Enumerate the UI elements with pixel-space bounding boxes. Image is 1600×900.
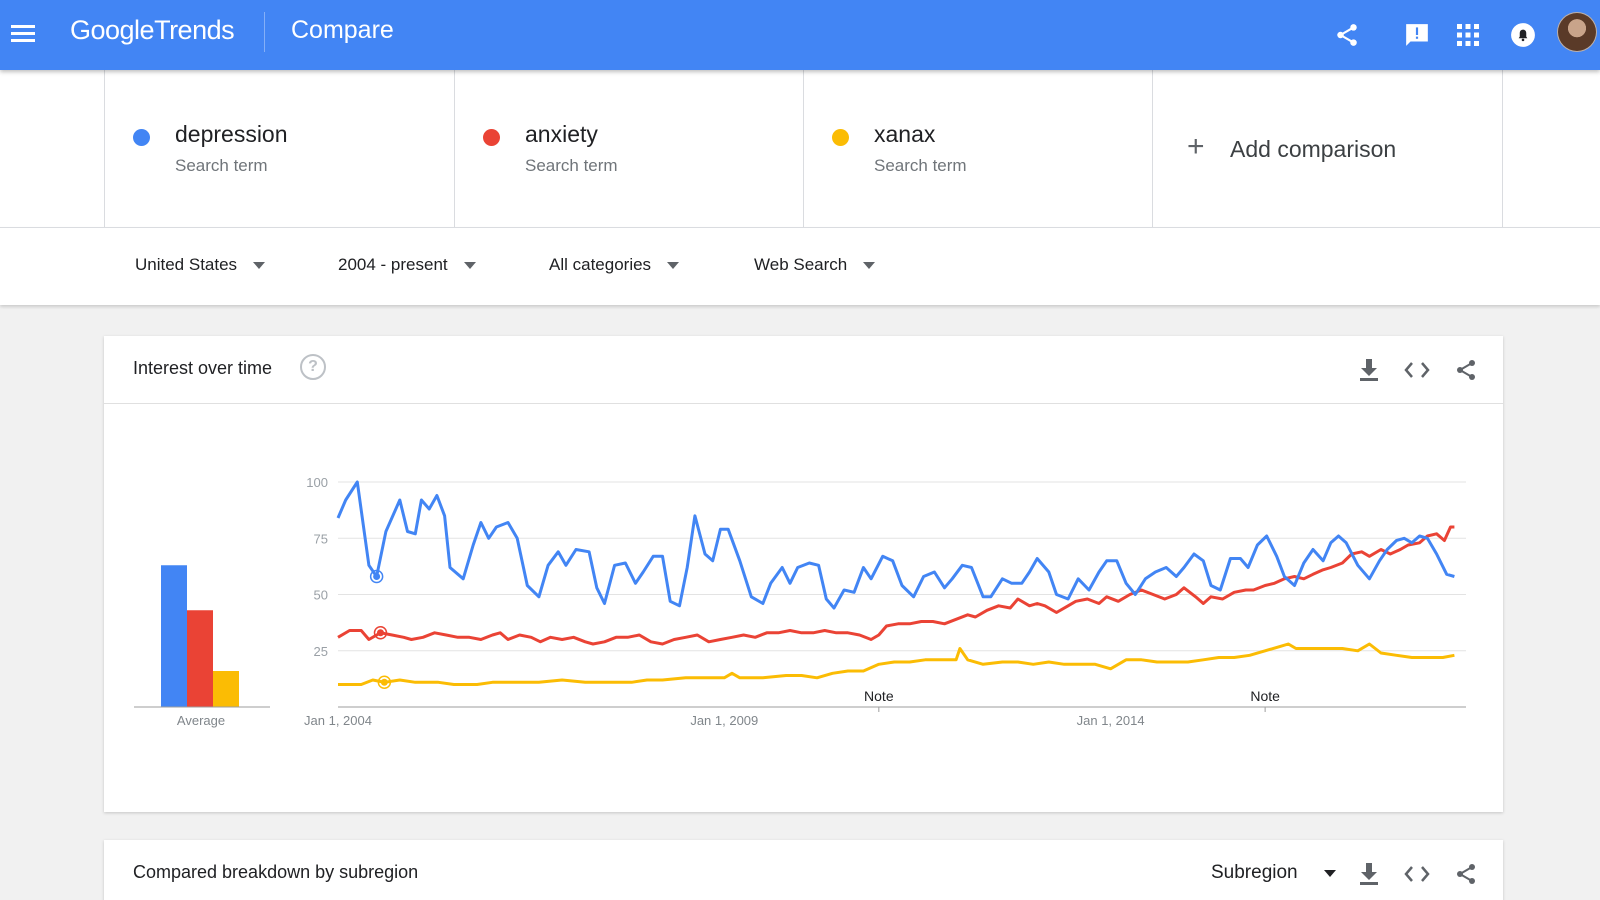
caret-down-icon xyxy=(1323,869,1336,877)
average-bar xyxy=(161,565,187,707)
term-card-anxiety[interactable]: anxiety Search term xyxy=(454,70,803,227)
caret-down-icon xyxy=(863,261,876,269)
time-range-value: 2004 - present xyxy=(338,255,448,274)
card-header: Compared breakdown by subregion Subregio… xyxy=(104,840,1503,900)
search-property-value: Web Search xyxy=(754,255,848,274)
interest-over-time-card: Interest over time ? Average 25 50 75 100 J… xyxy=(104,336,1503,812)
note-label: Note xyxy=(864,688,894,704)
subregion-value: Subregion xyxy=(1211,862,1298,883)
term-kind: Search term xyxy=(874,156,967,175)
x-tick-label: Jan 1, 2004 xyxy=(304,713,372,728)
filter-bar: United States 2004 - present All categor… xyxy=(0,227,1600,305)
series-line xyxy=(337,525,1455,646)
hover-marker-dot xyxy=(373,573,381,580)
region-dropdown[interactable]: United States xyxy=(135,255,266,275)
category-value: All categories xyxy=(549,255,652,274)
chart-grid: 25 50 75 100 xyxy=(306,475,1466,708)
term-kind: Search term xyxy=(175,156,268,175)
y-tick-label: 25 xyxy=(314,644,328,659)
card-header: Interest over time ? xyxy=(104,336,1503,404)
page-title: Compare xyxy=(291,16,394,44)
chart-notes[interactable]: Note Note xyxy=(864,688,1280,712)
plus-icon: + xyxy=(1187,130,1205,163)
share-icon[interactable] xyxy=(1451,355,1481,385)
embed-icon[interactable] xyxy=(1402,355,1432,385)
y-tick-label: 100 xyxy=(306,475,328,490)
hover-marker-dot xyxy=(376,629,384,637)
subregion-card: Compared breakdown by subregion Subregio… xyxy=(104,840,1503,900)
term-color-dot xyxy=(483,129,500,146)
caret-down-icon xyxy=(253,261,266,269)
series-line xyxy=(338,642,1455,686)
subregion-dropdown[interactable]: Subregion xyxy=(1211,862,1336,884)
y-tick-label: 75 xyxy=(314,531,328,546)
note-label: Note xyxy=(1250,688,1280,704)
download-icon[interactable] xyxy=(1354,355,1384,385)
y-tick-label: 50 xyxy=(314,588,328,603)
help-icon[interactable]: ? xyxy=(300,354,326,380)
logo-trends-text: Trends xyxy=(154,15,235,45)
series-line xyxy=(336,480,1455,610)
term-color-dot xyxy=(133,129,150,146)
notifications-icon[interactable] xyxy=(1505,17,1541,53)
header-divider xyxy=(264,12,265,52)
interest-chart: Average 25 50 75 100 Jan 1, 2004 Jan 1, 2009… xyxy=(134,475,1466,728)
x-tick-label: Jan 1, 2009 xyxy=(690,713,758,728)
average-bar xyxy=(187,610,213,707)
term-kind: Search term xyxy=(525,156,618,175)
term-card-xanax[interactable]: xanax Search term xyxy=(803,70,1152,227)
embed-icon[interactable] xyxy=(1402,859,1432,889)
download-icon[interactable] xyxy=(1354,859,1384,889)
add-comparison-button[interactable]: + Add comparison xyxy=(1152,70,1503,227)
comparison-terms-bar: depression Search term anxiety Search te… xyxy=(0,70,1600,227)
average-label: Average xyxy=(177,713,225,728)
x-axis-ticks: Jan 1, 2004 Jan 1, 2009 Jan 1, 2014 xyxy=(304,713,1145,728)
app-header: GoogleTrends Compare xyxy=(0,0,1600,70)
term-name: xanax xyxy=(874,121,936,147)
hover-marker-dot xyxy=(380,678,388,686)
category-dropdown[interactable]: All categories xyxy=(549,255,680,275)
hover-marker xyxy=(369,569,384,584)
hover-marker xyxy=(373,626,388,640)
apps-icon[interactable] xyxy=(1450,17,1486,53)
region-value: United States xyxy=(135,255,238,274)
google-trends-logo[interactable]: GoogleTrends xyxy=(70,15,235,46)
term-color-dot xyxy=(832,129,849,146)
hover-marker xyxy=(377,675,392,689)
feedback-icon[interactable] xyxy=(1399,17,1435,53)
term-name: depression xyxy=(175,121,288,147)
chart-series[interactable] xyxy=(336,480,1455,689)
share-icon[interactable] xyxy=(1451,859,1481,889)
average-bars: Average xyxy=(134,565,270,728)
caret-down-icon xyxy=(667,261,680,269)
average-bar xyxy=(213,671,239,707)
term-name: anxiety xyxy=(525,121,598,147)
share-icon[interactable] xyxy=(1329,17,1365,53)
account-avatar[interactable] xyxy=(1557,12,1597,52)
logo-google-text: Google xyxy=(70,15,155,45)
card-title: Interest over time xyxy=(133,358,273,378)
menu-icon[interactable] xyxy=(10,21,36,49)
time-range-dropdown[interactable]: 2004 - present xyxy=(338,255,476,275)
card-title: Compared breakdown by subregion xyxy=(133,862,419,882)
x-tick-label: Jan 1, 2014 xyxy=(1077,713,1145,728)
caret-down-icon xyxy=(463,261,476,269)
search-property-dropdown[interactable]: Web Search xyxy=(754,255,876,275)
add-comparison-label: Add comparison xyxy=(1230,136,1397,162)
term-card-depression[interactable]: depression Search term xyxy=(104,70,454,227)
